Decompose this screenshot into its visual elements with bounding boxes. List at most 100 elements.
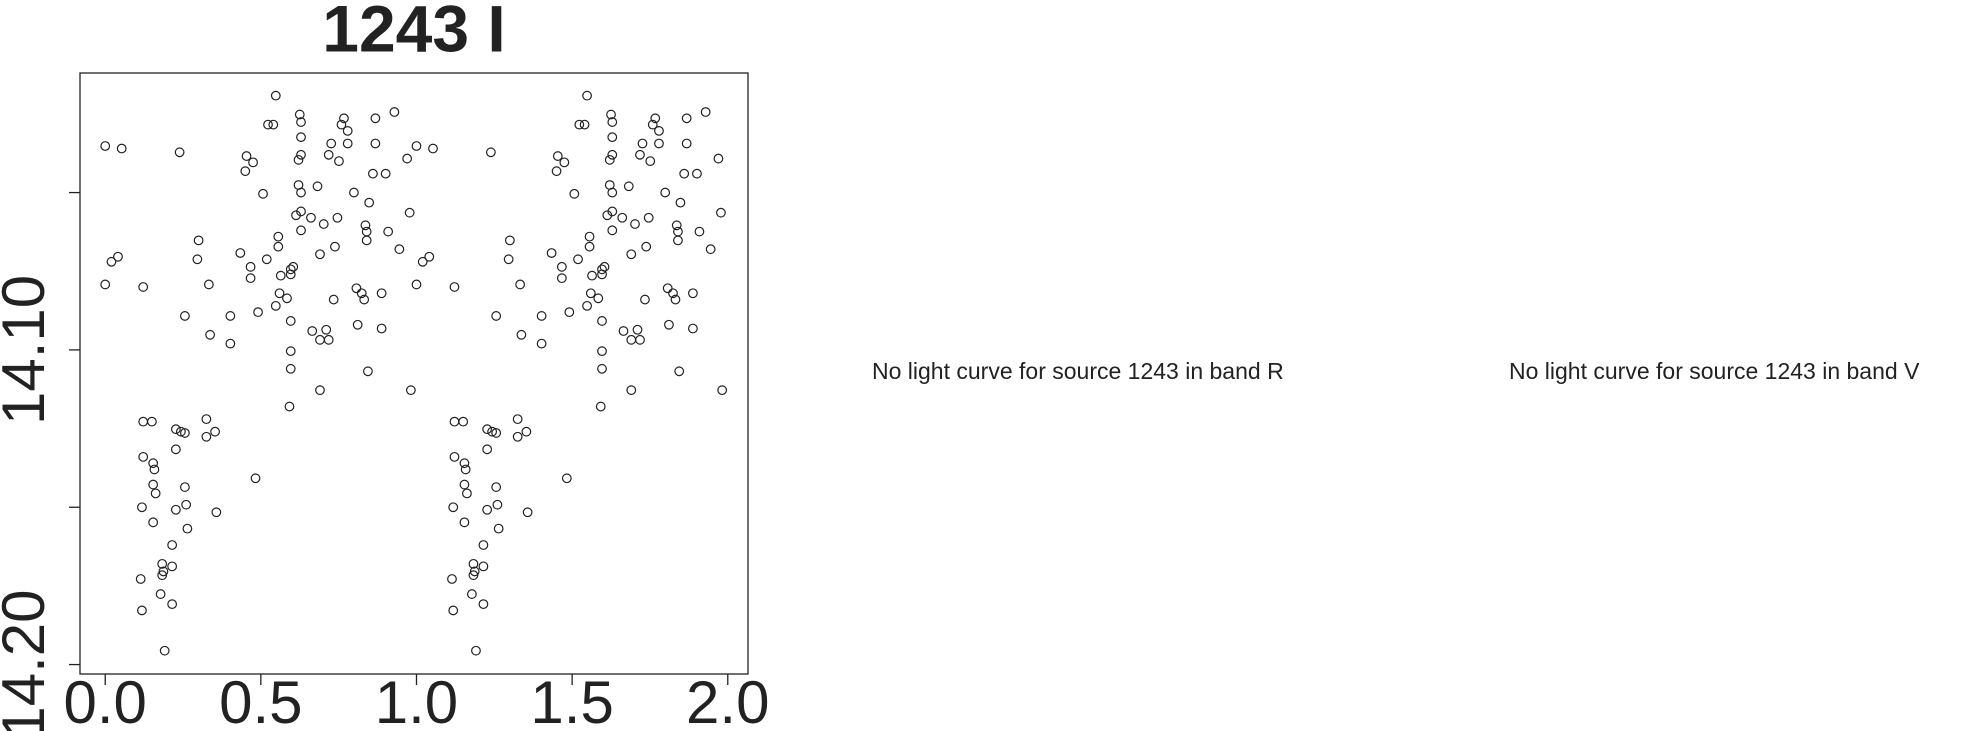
point: [402, 153, 413, 164]
point: [285, 316, 296, 326]
point: [599, 261, 610, 272]
point: [294, 109, 305, 120]
point: [235, 248, 246, 258]
point: [673, 235, 683, 246]
point: [688, 288, 698, 299]
point: [491, 311, 502, 321]
point: [155, 589, 166, 599]
point: [650, 113, 661, 124]
point: [482, 504, 493, 515]
point: [428, 143, 438, 154]
point: [574, 119, 585, 130]
y-tick-label: 14.20: [0, 589, 57, 731]
point: [167, 540, 178, 550]
point: [458, 416, 469, 427]
point: [323, 334, 334, 345]
point: [630, 219, 640, 229]
message: No light curve for source 1243 in band V: [1509, 358, 1920, 384]
point: [248, 157, 258, 168]
point: [361, 226, 372, 237]
point: [705, 244, 716, 255]
point: [468, 570, 479, 581]
point: [654, 138, 664, 149]
point: [296, 132, 306, 143]
point: [593, 293, 604, 304]
x-tick-label: 0.0: [64, 669, 147, 731]
point: [360, 220, 371, 231]
point: [181, 499, 192, 510]
point: [351, 283, 362, 294]
point: [512, 431, 523, 442]
point: [342, 138, 353, 149]
point: [268, 119, 279, 130]
point: [211, 507, 222, 518]
point: [273, 231, 284, 242]
point: [597, 346, 607, 357]
point: [326, 138, 337, 149]
point: [449, 416, 460, 427]
point: [296, 187, 306, 198]
point: [167, 599, 178, 610]
point: [285, 346, 296, 357]
point: [459, 479, 470, 490]
point: [296, 206, 306, 217]
point: [482, 424, 493, 435]
point: [681, 113, 692, 124]
point: [607, 149, 618, 160]
point: [459, 517, 470, 528]
point: [225, 338, 236, 349]
point: [137, 502, 147, 513]
y-tick-label: 14.10: [0, 275, 57, 425]
point: [660, 187, 671, 198]
point: [466, 589, 477, 599]
point: [411, 279, 422, 290]
point: [273, 241, 284, 252]
point: [138, 416, 149, 427]
point: [584, 231, 595, 242]
point: [296, 117, 306, 127]
point: [148, 479, 159, 490]
point: [336, 119, 347, 130]
point: [681, 138, 692, 149]
point: [245, 261, 256, 272]
point: [626, 385, 637, 396]
point: [637, 138, 648, 149]
point: [389, 107, 400, 117]
point: [692, 168, 702, 179]
point: [157, 558, 168, 569]
point: [647, 119, 658, 130]
point: [359, 294, 370, 305]
point: [315, 249, 325, 260]
point: [261, 254, 272, 265]
point: [349, 187, 359, 198]
point: [332, 212, 343, 223]
point: [546, 248, 557, 258]
x-tick-label: 0.5: [219, 669, 302, 731]
point: [564, 307, 575, 318]
point: [288, 261, 299, 272]
point: [606, 109, 616, 120]
point: [504, 235, 515, 246]
point: [573, 254, 583, 265]
point: [417, 256, 428, 267]
point: [293, 154, 304, 165]
point: [157, 570, 168, 581]
point: [240, 166, 251, 177]
point: [225, 311, 236, 321]
point: [582, 90, 592, 101]
point: [241, 151, 252, 161]
point: [521, 426, 532, 437]
point: [552, 151, 563, 161]
message: No light curve for source 1243 in band R: [872, 358, 1284, 384]
point: [180, 428, 190, 438]
point: [182, 523, 193, 534]
point: [315, 334, 325, 345]
point: [626, 249, 637, 260]
point: [376, 288, 387, 299]
point: [579, 119, 590, 130]
point: [654, 125, 664, 136]
point: [170, 424, 181, 435]
point: [170, 504, 181, 515]
point: [282, 293, 292, 304]
